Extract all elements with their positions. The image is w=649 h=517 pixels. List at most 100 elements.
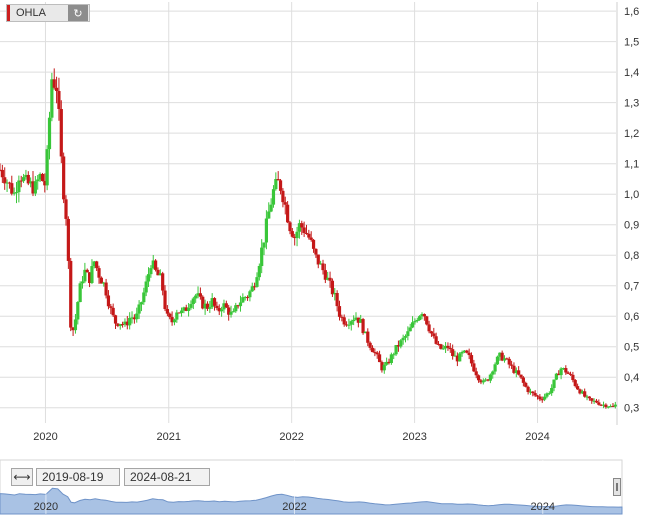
candle-body [413,321,417,323]
candle-body [5,182,9,184]
candle-body [220,309,224,312]
candle-body [125,321,129,326]
candle-body [472,363,476,372]
candle-body [113,315,118,324]
candle-body [7,182,12,184]
candle-body [271,189,276,205]
candle-body [104,282,108,296]
candle-body [203,303,207,309]
candle-body [568,373,573,375]
x-tick-label: 2022 [279,431,303,443]
candle-body [40,173,45,181]
horizontal-arrows-icon[interactable]: ⟷ [11,468,33,486]
candle-body [340,316,344,318]
candle-body [613,404,617,407]
candle-body [274,179,278,190]
candle-body [76,302,80,320]
candle-body [54,87,59,92]
y-tick-label: 1,2 [624,128,639,140]
candle-body [495,356,500,365]
candle-body [156,269,160,276]
candle-body [168,313,172,318]
range-from-input[interactable]: 2019-08-19 [36,468,120,486]
candle-body [425,316,429,325]
candle-body [293,236,297,239]
candle-body [245,297,250,299]
candle-body [135,313,139,320]
candle-body [606,406,610,408]
candle-body [177,312,181,314]
symbol-name: OHLA [16,7,46,19]
candle-body [493,364,497,372]
candle-body [111,307,115,316]
candle-body [396,345,401,347]
candle-body [554,373,558,380]
y-tick-label: 0,5 [624,342,639,354]
candle-body [467,352,471,356]
candle-body [243,297,247,299]
candle-body [592,400,596,402]
candle-body [418,316,422,321]
candle-body [550,387,554,394]
candle-body [368,342,372,348]
candle-body [469,355,474,364]
candle-body [507,358,511,365]
candle-body [297,223,302,232]
symbol-selector[interactable]: OHLA ↻ [6,4,90,22]
candle-body [514,370,518,373]
candle-body [267,211,271,219]
candle-body [458,353,462,362]
candle-body [542,396,547,400]
candle-body [557,373,561,376]
navigator-year-label: 2024 [531,501,555,513]
candle-body [161,273,165,291]
candle-body [198,293,202,297]
candle-body [491,371,495,375]
candle-body [465,350,469,353]
candle-body [116,323,120,327]
candle-body [347,324,351,326]
candle-body [311,239,316,249]
candle-body [403,336,408,338]
candle-body [526,386,530,393]
candle-body [57,91,61,109]
candle-body [573,380,577,387]
candle-body [432,333,436,337]
candle-body [439,344,443,349]
candle-body [538,396,542,400]
candle-body [604,404,608,408]
candle-body [262,242,266,248]
candle-body [43,180,47,186]
candle-body [153,260,158,270]
navigator-year-label: 2022 [282,501,306,513]
candle-body [323,270,327,280]
candle-body [90,266,94,284]
candle-body [590,398,594,401]
range-to-input[interactable]: 2024-08-21 [124,468,210,486]
candle-body [349,321,353,325]
candle-body [255,277,259,287]
candle-body [587,396,591,399]
candle-body [144,281,148,293]
candle-body [330,280,335,295]
candle-body [401,337,405,341]
candle-body [448,347,452,350]
candle-body [0,169,4,178]
candle-body [33,181,37,194]
candle-body [328,277,332,281]
navigator-handle[interactable] [613,478,621,496]
candle-body [420,314,424,317]
candle-body [309,237,313,240]
candle-body [552,379,556,388]
candle-body [208,307,212,309]
candle-body [238,302,243,307]
candle-body [434,336,438,344]
refresh-icon[interactable]: ↻ [68,5,88,21]
candle-body [392,354,396,356]
candlestick-series [0,68,617,409]
candle-body [314,248,318,255]
candle-body [229,311,233,315]
candle-body [83,269,87,282]
candle-body [601,404,606,406]
